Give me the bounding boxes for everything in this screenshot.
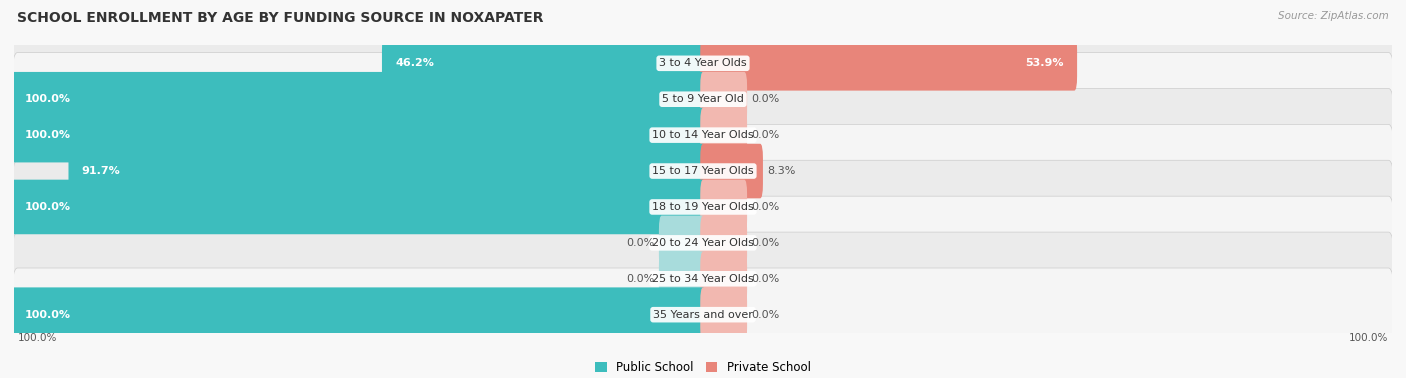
Text: 0.0%: 0.0%: [751, 94, 779, 104]
FancyBboxPatch shape: [700, 72, 747, 127]
Text: 100.0%: 100.0%: [24, 94, 70, 104]
Text: 35 Years and over: 35 Years and over: [652, 310, 754, 320]
Text: 15 to 17 Year Olds: 15 to 17 Year Olds: [652, 166, 754, 176]
Text: SCHOOL ENROLLMENT BY AGE BY FUNDING SOURCE IN NOXAPATER: SCHOOL ENROLLMENT BY AGE BY FUNDING SOUR…: [17, 11, 543, 25]
FancyBboxPatch shape: [11, 72, 706, 127]
Text: 20 to 24 Year Olds: 20 to 24 Year Olds: [652, 238, 754, 248]
Text: 100.0%: 100.0%: [24, 202, 70, 212]
Text: 0.0%: 0.0%: [751, 130, 779, 140]
FancyBboxPatch shape: [13, 232, 1393, 325]
FancyBboxPatch shape: [700, 144, 763, 198]
FancyBboxPatch shape: [382, 36, 706, 91]
Text: 25 to 34 Year Olds: 25 to 34 Year Olds: [652, 274, 754, 284]
FancyBboxPatch shape: [700, 251, 747, 306]
Text: 3 to 4 Year Olds: 3 to 4 Year Olds: [659, 58, 747, 68]
FancyBboxPatch shape: [659, 251, 706, 306]
FancyBboxPatch shape: [700, 287, 747, 342]
FancyBboxPatch shape: [13, 124, 1393, 218]
FancyBboxPatch shape: [700, 180, 747, 234]
Text: 0.0%: 0.0%: [751, 238, 779, 248]
Text: 0.0%: 0.0%: [751, 274, 779, 284]
Text: Source: ZipAtlas.com: Source: ZipAtlas.com: [1278, 11, 1389, 21]
Text: 8.3%: 8.3%: [768, 166, 796, 176]
FancyBboxPatch shape: [13, 17, 1393, 110]
FancyBboxPatch shape: [13, 53, 1393, 146]
Text: 100.0%: 100.0%: [24, 310, 70, 320]
FancyBboxPatch shape: [700, 36, 1077, 91]
Text: 46.2%: 46.2%: [395, 58, 434, 68]
Text: 100.0%: 100.0%: [24, 130, 70, 140]
FancyBboxPatch shape: [13, 160, 1393, 254]
FancyBboxPatch shape: [13, 268, 1393, 361]
Text: 5 to 9 Year Old: 5 to 9 Year Old: [662, 94, 744, 104]
FancyBboxPatch shape: [11, 180, 706, 234]
FancyBboxPatch shape: [700, 108, 747, 163]
FancyBboxPatch shape: [13, 88, 1393, 182]
Text: 18 to 19 Year Olds: 18 to 19 Year Olds: [652, 202, 754, 212]
FancyBboxPatch shape: [13, 196, 1393, 290]
Text: 0.0%: 0.0%: [751, 202, 779, 212]
Text: 0.0%: 0.0%: [627, 238, 655, 248]
Text: 0.0%: 0.0%: [751, 310, 779, 320]
FancyBboxPatch shape: [11, 287, 706, 342]
FancyBboxPatch shape: [659, 215, 706, 270]
Text: 10 to 14 Year Olds: 10 to 14 Year Olds: [652, 130, 754, 140]
Text: 100.0%: 100.0%: [1350, 333, 1389, 342]
FancyBboxPatch shape: [69, 144, 706, 198]
Text: 53.9%: 53.9%: [1025, 58, 1064, 68]
Text: 0.0%: 0.0%: [627, 274, 655, 284]
Text: 100.0%: 100.0%: [17, 333, 56, 342]
FancyBboxPatch shape: [700, 215, 747, 270]
FancyBboxPatch shape: [11, 108, 706, 163]
Text: 91.7%: 91.7%: [82, 166, 121, 176]
Legend: Public School, Private School: Public School, Private School: [591, 356, 815, 378]
